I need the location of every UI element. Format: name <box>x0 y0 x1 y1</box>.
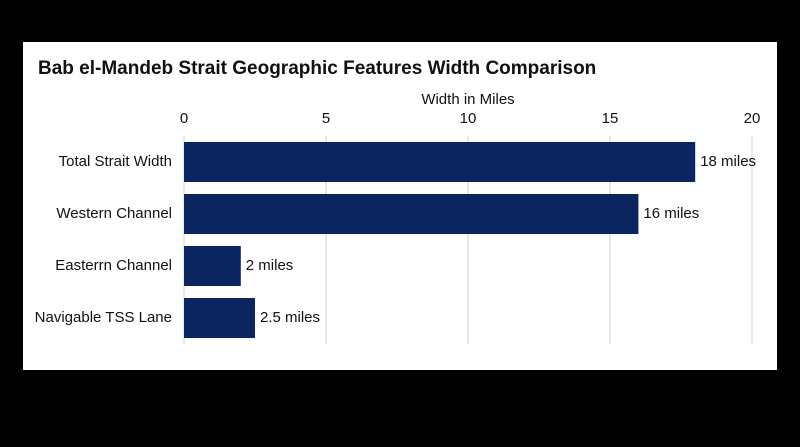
x-axis-label: Width in Miles <box>421 91 514 108</box>
x-tick-label: 15 <box>602 110 619 127</box>
x-tick-label: 20 <box>744 110 761 127</box>
y-tick-label: Total Strait Width <box>59 153 172 170</box>
bar <box>184 298 255 338</box>
y-tick-label: Navigable TSS Lane <box>35 309 172 326</box>
data-label: 18 miles <box>700 153 756 170</box>
bar <box>184 194 639 234</box>
data-label: 2 miles <box>246 257 294 274</box>
data-label: 16 miles <box>643 205 699 222</box>
bar <box>184 246 241 286</box>
x-tick-label: 0 <box>180 110 188 127</box>
chart-title: Bab el-Mandeb Strait Geographic Features… <box>38 58 596 79</box>
y-tick-label: Western Channel <box>56 205 172 222</box>
y-tick-label: Easterrn Channel <box>55 257 172 274</box>
x-tick-label: 10 <box>460 110 477 127</box>
x-tick-label: 5 <box>322 110 330 127</box>
data-label: 2.5 miles <box>260 309 320 326</box>
bar <box>184 142 696 182</box>
